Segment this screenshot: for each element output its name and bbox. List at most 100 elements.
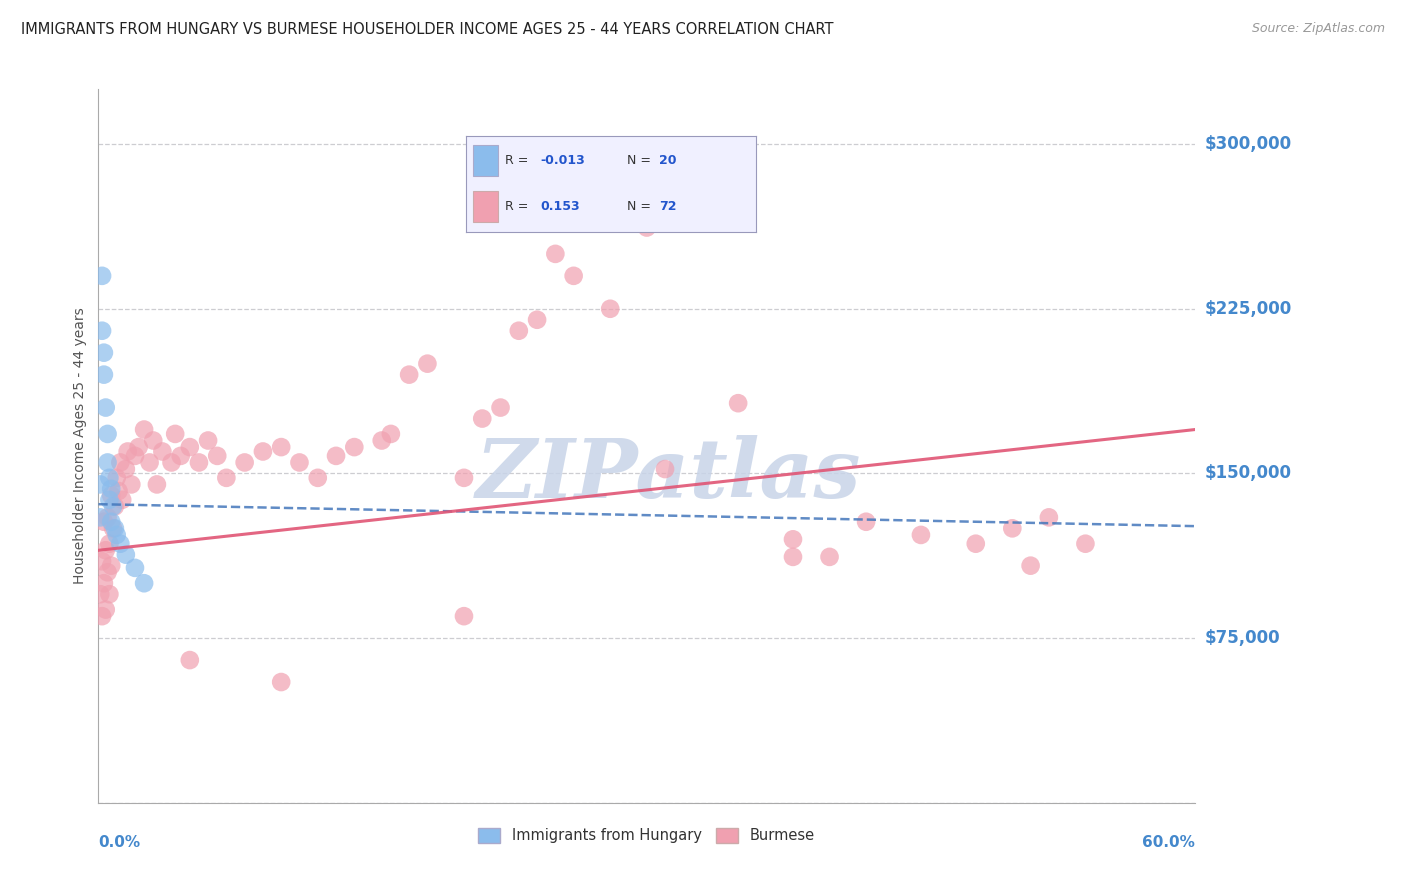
Text: 0.0%: 0.0%: [98, 835, 141, 850]
Point: [1001, 521, 1024, 535]
Point: [96, 455, 120, 469]
Point: [288, 455, 311, 469]
Text: Source: ZipAtlas.com: Source: ZipAtlas.com: [1251, 22, 1385, 36]
Point: [96, 566, 120, 580]
Point: [120, 477, 142, 491]
Point: [654, 462, 676, 476]
Point: [910, 528, 932, 542]
Point: [96, 510, 120, 524]
Point: [307, 471, 329, 485]
Point: [138, 455, 160, 469]
Point: [111, 492, 134, 507]
Point: [215, 471, 238, 485]
Point: [101, 521, 124, 535]
Text: ZIPatlas: ZIPatlas: [477, 434, 862, 515]
Point: [636, 220, 658, 235]
Point: [1038, 510, 1060, 524]
Point: [782, 549, 804, 564]
Point: [98, 492, 121, 507]
Point: [170, 449, 193, 463]
Point: [160, 455, 183, 469]
Point: [89, 510, 111, 524]
Point: [91, 268, 114, 283]
Point: [544, 247, 567, 261]
Point: [110, 537, 132, 551]
Point: [104, 500, 127, 514]
Legend: Immigrants from Hungary, Burmese: Immigrants from Hungary, Burmese: [472, 822, 821, 849]
Point: [380, 426, 402, 441]
Point: [453, 471, 475, 485]
Point: [91, 324, 114, 338]
Point: [117, 444, 139, 458]
Point: [179, 653, 201, 667]
Point: [132, 576, 156, 591]
Point: [128, 440, 150, 454]
Point: [115, 548, 138, 562]
Point: [94, 401, 117, 415]
Point: [98, 537, 121, 551]
Point: [100, 482, 122, 496]
Point: [1019, 558, 1042, 573]
Point: [270, 440, 292, 454]
Point: [124, 561, 146, 575]
Point: [105, 528, 128, 542]
Point: [110, 455, 132, 469]
Point: [93, 576, 115, 591]
Point: [727, 396, 749, 410]
Point: [100, 515, 122, 529]
Point: [197, 434, 219, 448]
Text: 60.0%: 60.0%: [1142, 835, 1195, 850]
Point: [98, 471, 121, 485]
Point: [93, 368, 115, 382]
Text: $150,000: $150,000: [1205, 465, 1291, 483]
Point: [152, 444, 174, 458]
Point: [782, 533, 804, 547]
Point: [105, 471, 128, 485]
Point: [115, 462, 138, 476]
Point: [93, 345, 115, 359]
Point: [233, 455, 256, 469]
Point: [94, 543, 117, 558]
Point: [100, 558, 122, 573]
Point: [855, 515, 877, 529]
Point: [252, 444, 274, 458]
Point: [132, 423, 156, 437]
Point: [416, 357, 439, 371]
Point: [101, 500, 124, 514]
Point: [188, 455, 211, 469]
Point: [562, 268, 585, 283]
Point: [526, 312, 548, 326]
Point: [453, 609, 475, 624]
Point: [100, 488, 122, 502]
Point: [599, 301, 621, 316]
Point: [207, 449, 229, 463]
Point: [142, 434, 165, 448]
Point: [89, 477, 111, 491]
Point: [98, 587, 121, 601]
Y-axis label: Householder Income Ages 25 - 44 years: Householder Income Ages 25 - 44 years: [73, 308, 87, 584]
Text: $300,000: $300,000: [1205, 135, 1291, 153]
Point: [124, 449, 146, 463]
Point: [165, 426, 187, 441]
Point: [398, 368, 420, 382]
Point: [91, 554, 114, 568]
Text: IMMIGRANTS FROM HUNGARY VS BURMESE HOUSEHOLDER INCOME AGES 25 - 44 YEARS CORRELA: IMMIGRANTS FROM HUNGARY VS BURMESE HOUSE…: [21, 22, 834, 37]
Point: [1074, 537, 1097, 551]
Point: [89, 587, 111, 601]
Point: [179, 440, 201, 454]
Point: [270, 675, 292, 690]
Point: [146, 477, 169, 491]
Point: [343, 440, 366, 454]
Point: [96, 426, 120, 441]
Point: [508, 324, 530, 338]
Point: [94, 602, 117, 616]
Point: [93, 515, 115, 529]
Text: $225,000: $225,000: [1205, 300, 1292, 318]
Point: [489, 401, 512, 415]
Point: [965, 537, 987, 551]
Text: $75,000: $75,000: [1205, 629, 1279, 647]
Point: [325, 449, 347, 463]
Point: [818, 549, 841, 564]
Point: [104, 521, 127, 535]
Point: [91, 609, 114, 624]
